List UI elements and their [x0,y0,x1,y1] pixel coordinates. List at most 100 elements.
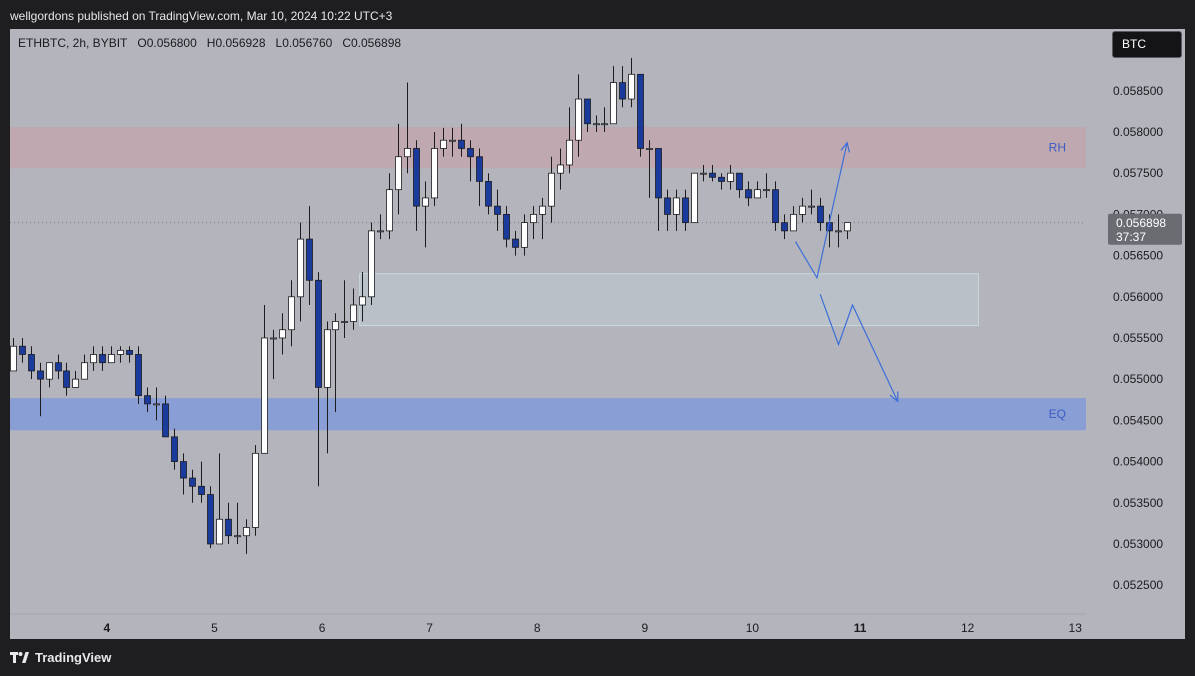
legend-close-label: C [342,36,351,50]
candle-body [243,527,250,537]
candle-body [628,73,635,100]
candle-body [440,139,447,149]
candle-body [700,172,707,175]
candle-body [646,148,653,150]
zone-label-rh: RH [1049,141,1066,155]
candle-body [404,148,411,158]
candle-body [449,139,456,142]
legend-high-label: H [206,36,216,50]
candle-body [521,222,528,248]
candle-body [19,345,26,355]
chart-canvas[interactable]: RHEQ456789101112130.0590000.0585000.0580… [10,29,1185,639]
x-tick-label: 11 [854,621,867,635]
candle-body [198,485,205,495]
candle-body [315,279,322,388]
candle-body [808,205,815,208]
candle-body [46,362,53,380]
projection-arrowhead [889,391,899,403]
candle-body [790,213,797,232]
y-tick-label: 0.054000 [1113,455,1163,469]
candle-body [467,148,474,158]
candle-body [637,73,644,149]
candle-body [745,189,752,199]
x-tick-label: 4 [103,621,110,635]
candle-body [252,452,259,528]
candle-body [81,362,88,380]
candle-body [673,197,680,215]
candle-body [144,395,151,405]
candle-body [413,148,420,207]
candle-body [682,197,689,224]
candle-body [718,176,725,182]
tradingview-logo[interactable]: TradingView [10,650,111,665]
candle-body [162,403,169,438]
candle-body [530,213,537,224]
candle-body [575,98,582,141]
candle-body [512,238,519,248]
candle-body [431,148,438,199]
chart-frame[interactable]: RHEQ456789101112130.0590000.0585000.0580… [10,29,1185,639]
candle-body [619,82,626,100]
top-bar: wellgordons published on TradingView.com… [0,0,1195,30]
candle-body [261,337,268,454]
y-tick-label: 0.054500 [1113,413,1163,427]
candle-body [763,189,770,192]
candle-body [835,230,842,233]
candle-body [476,156,483,182]
legend-open-value: 0.056800 [146,36,197,50]
tradingview-logo-icon [10,651,29,663]
x-tick-label: 5 [211,621,218,635]
candle-body [234,535,241,538]
candle-body [63,370,70,388]
candle-body [350,304,357,322]
y-tick-label: 0.056000 [1113,290,1163,304]
candle-body [270,337,277,340]
candle-body [297,238,304,298]
candle-body [341,321,348,323]
candle-body [368,230,375,298]
price-tag [1108,213,1182,245]
x-tick-label: 12 [961,621,975,635]
candle-body [709,172,716,178]
candle-body [55,362,62,372]
y-tick-label: 0.058000 [1113,125,1163,139]
candle-body [153,403,160,406]
candle-body [216,518,223,545]
candle-body [844,222,851,232]
candle-body [494,205,501,215]
candle-body [566,139,573,166]
candle-body [117,349,124,355]
x-tick-label: 6 [319,621,326,635]
legend-low-value: 0.056760 [282,36,333,50]
y-tick-label: 0.052500 [1113,578,1163,592]
legend-low-label: L [275,36,283,50]
x-tick-label: 8 [534,621,541,635]
projection-path[interactable] [819,294,899,402]
candle-body [655,148,662,199]
candle-body [386,189,393,232]
candle-body [10,345,17,372]
ohlc-legend: ETHBTC, 2h, BYBIT O0.056800 H0.056928 L0… [18,36,401,50]
projection-arrowhead [840,141,850,153]
candle-body [736,172,743,191]
zone-eq[interactable] [10,398,1086,431]
publisher-line: wellgordons published on TradingView.com… [10,9,393,23]
candle-body [135,354,142,397]
y-tick-label: 0.053000 [1113,537,1163,551]
legend-open-label: O [137,36,147,50]
candle-body [90,354,97,364]
y-tick-label: 0.058500 [1113,84,1163,98]
zone-label-eq: EQ [1049,407,1066,421]
candle-body [207,494,214,545]
candle-body [359,296,366,306]
candle-body [225,518,232,537]
candle-body [557,164,564,174]
candle-body [108,354,115,364]
zone-imbalance[interactable] [359,273,979,327]
symbol-button[interactable]: BTC [1112,31,1182,58]
projection-path[interactable] [794,142,848,280]
tradingview-brand: TradingView [35,650,112,665]
candle-body [279,329,286,339]
legend-close-value: 0.056898 [350,36,402,50]
zone-rh[interactable] [10,127,1086,169]
